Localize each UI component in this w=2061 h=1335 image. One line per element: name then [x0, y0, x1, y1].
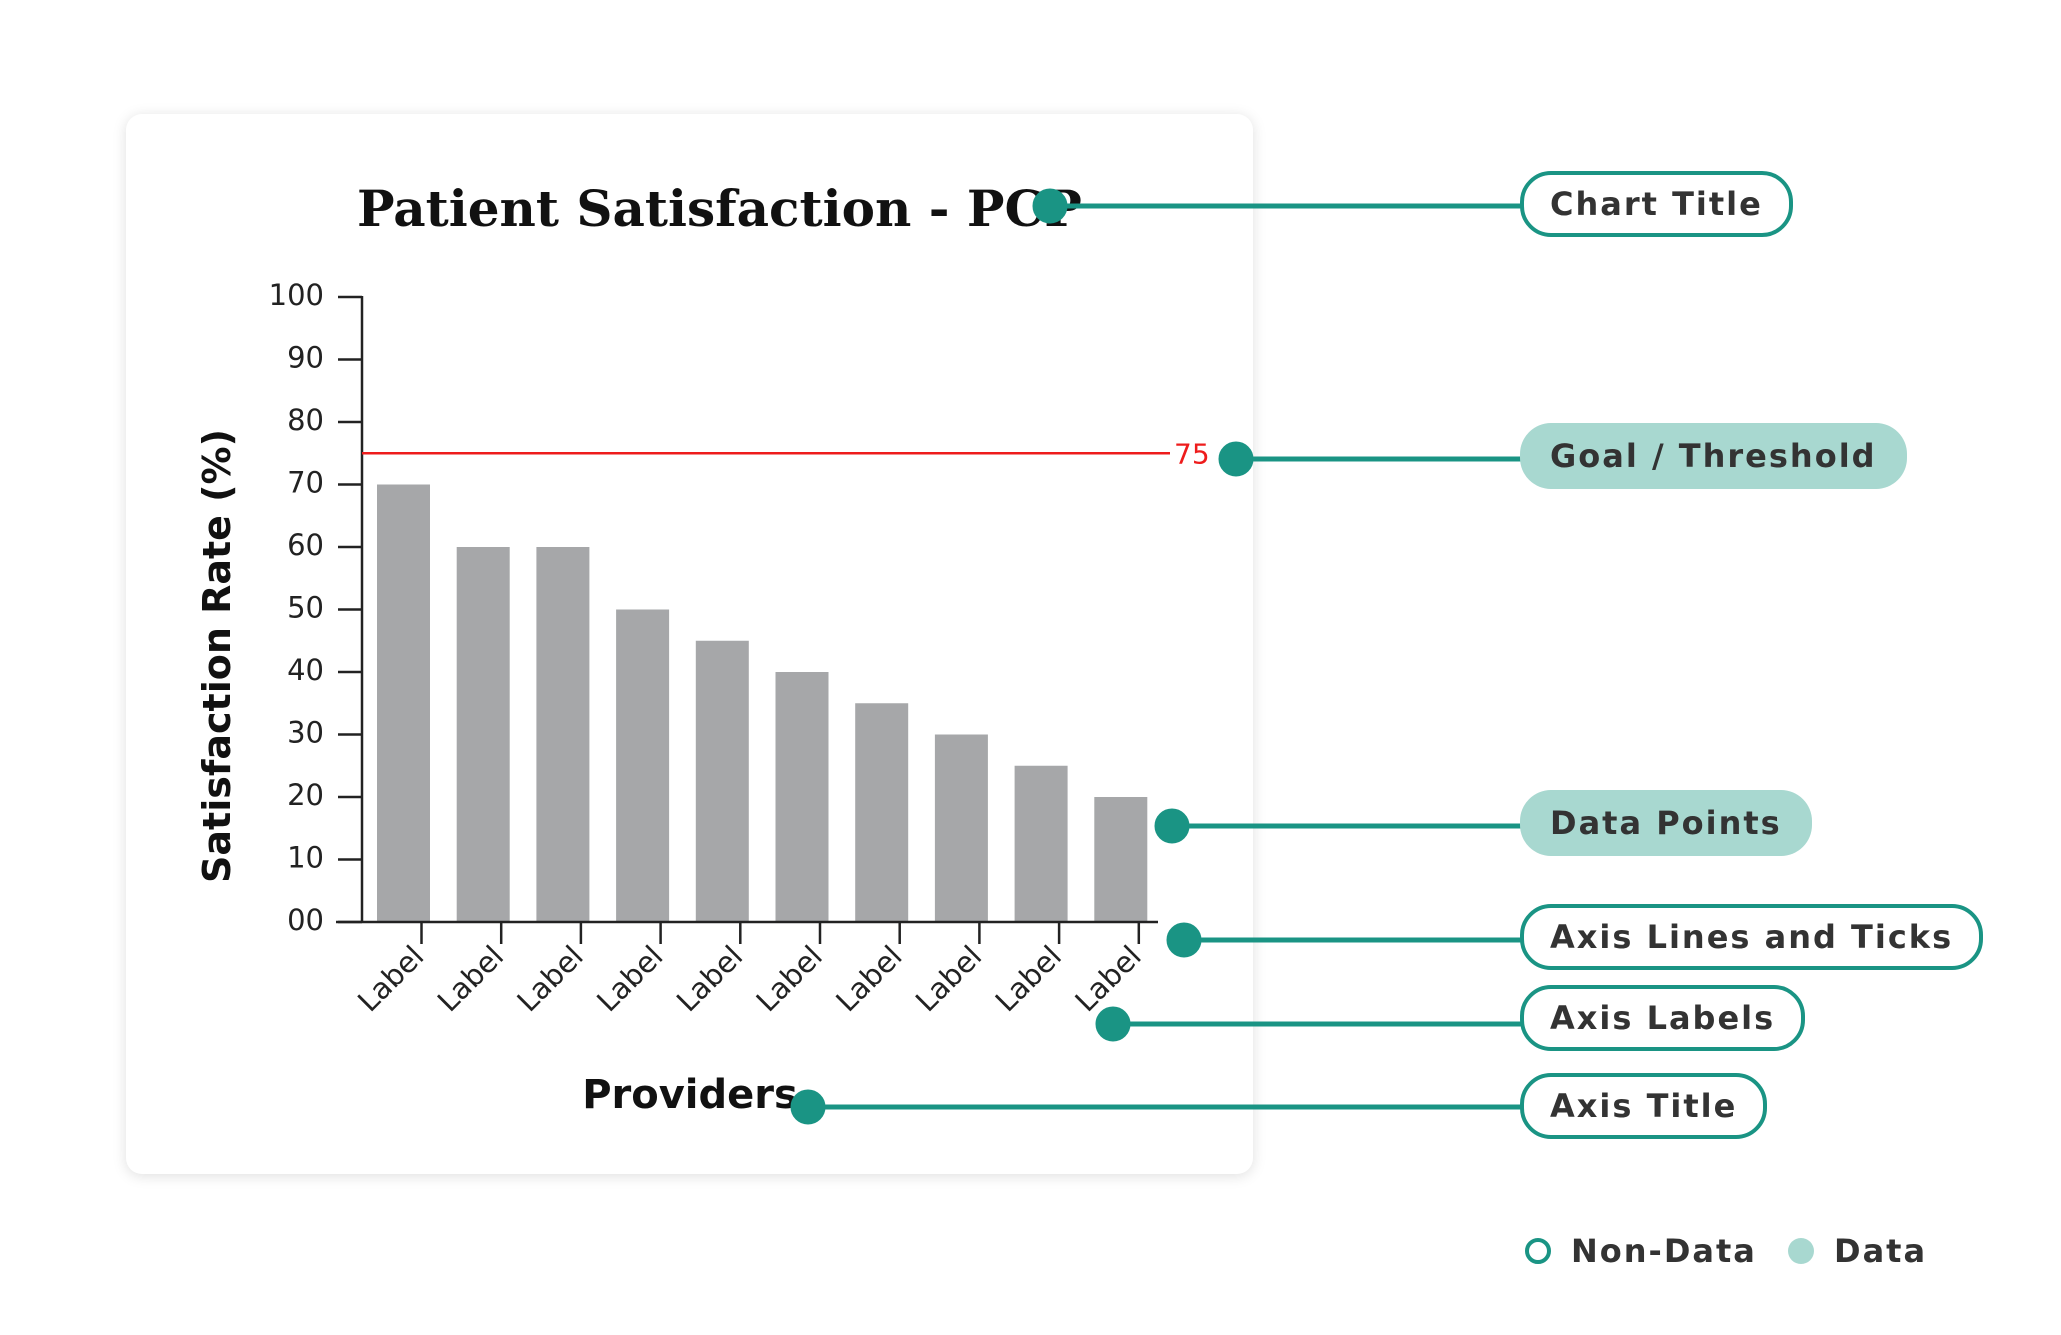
bars: [377, 484, 1148, 922]
connector-axis-lines-ticks-dot: [1166, 922, 1202, 958]
x-tick-label: Label: [510, 939, 589, 1018]
chart-card: [126, 114, 1253, 1174]
legend-data: Data: [1788, 1232, 1927, 1270]
x-axis-title: Providers: [582, 1072, 798, 1118]
y-tick-label: 90: [287, 341, 324, 375]
y-tick-label: 60: [287, 528, 324, 562]
legend-non-data-label: Non-Data: [1571, 1232, 1757, 1270]
x-tick-label: Label: [351, 939, 430, 1018]
annotation-chart-title: Chart Title: [1520, 171, 1793, 237]
x-tick-label: Label: [590, 939, 669, 1018]
annotation-data-points: Data Points: [1520, 790, 1812, 856]
goal-label: 75: [1174, 437, 1210, 470]
y-tick-label: 70: [287, 466, 324, 500]
y-tick-label: 100: [269, 278, 324, 312]
bar: [377, 484, 430, 922]
y-axis-title: Satisfaction Rate (%): [195, 429, 239, 883]
annotation-axis-title: Axis Title: [1520, 1073, 1768, 1139]
annotation-axis-lines-ticks: Axis Lines and Ticks: [1520, 904, 1984, 970]
legend-non-data: Non-Data: [1525, 1232, 1757, 1270]
y-tick-label: 00: [287, 903, 324, 937]
connector-chart-title-dot: [1032, 188, 1068, 224]
x-tick-label: Label: [750, 939, 829, 1018]
bar: [1014, 765, 1068, 922]
bar: [775, 672, 829, 922]
x-tick-label: Label: [829, 939, 908, 1018]
y-tick-label: 30: [287, 716, 324, 750]
annotation-axis-labels: Axis Labels: [1520, 985, 1806, 1051]
bar: [1094, 797, 1148, 922]
connector-goal-threshold-dot: [1218, 441, 1254, 477]
connector-axis-title-dot: [790, 1089, 826, 1125]
legend-data-label: Data: [1834, 1232, 1928, 1270]
connector-axis-labels-dot: [1095, 1006, 1131, 1042]
bar: [616, 609, 670, 922]
bar: [695, 640, 749, 922]
y-axis-ticks: 00 10 20 30 40 50 60 70 80 90 100: [269, 278, 362, 937]
x-tick-label: Label: [670, 939, 749, 1018]
connector-data-points-dot: [1154, 808, 1190, 844]
bar: [536, 547, 590, 922]
y-tick-label: 80: [287, 403, 324, 437]
y-tick-label: 50: [287, 591, 324, 625]
y-tick-label: 20: [287, 778, 324, 812]
x-tick-label: Label: [1068, 939, 1147, 1018]
x-tick-label: Label: [909, 939, 988, 1018]
legend-non-data-swatch: [1525, 1238, 1551, 1264]
bar: [456, 547, 510, 922]
legend-data-swatch: [1788, 1238, 1814, 1264]
y-tick-label: 10: [287, 841, 324, 875]
x-axis-ticks: Label Label Label Label Label Label Label Label…: [351, 922, 1148, 1018]
x-tick-label: Label: [989, 939, 1068, 1018]
bar: [934, 734, 988, 922]
x-tick-label: Label: [431, 939, 510, 1018]
annotation-connectors: [790, 188, 1524, 1125]
annotation-goal-threshold: Goal / Threshold: [1520, 423, 1907, 489]
chart-title: Patient Satisfaction - PCP: [357, 179, 1082, 238]
bar: [855, 703, 909, 922]
y-tick-label: 40: [287, 653, 324, 687]
